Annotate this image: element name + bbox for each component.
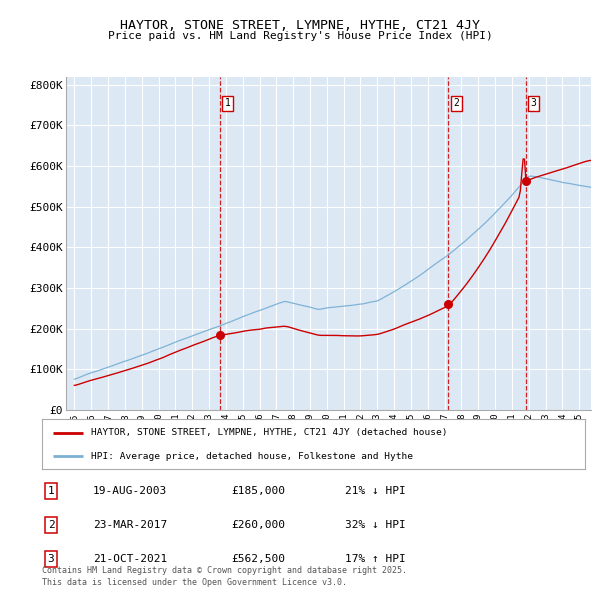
Text: £260,000: £260,000 — [231, 520, 285, 530]
Text: 3: 3 — [530, 98, 536, 108]
Text: 17% ↑ HPI: 17% ↑ HPI — [345, 555, 406, 564]
Text: 19-AUG-2003: 19-AUG-2003 — [93, 486, 167, 496]
Text: £185,000: £185,000 — [231, 486, 285, 496]
Text: Contains HM Land Registry data © Crown copyright and database right 2025.
This d: Contains HM Land Registry data © Crown c… — [42, 566, 407, 587]
Text: 2: 2 — [454, 98, 460, 108]
Text: HPI: Average price, detached house, Folkestone and Hythe: HPI: Average price, detached house, Folk… — [91, 451, 413, 461]
Text: HAYTOR, STONE STREET, LYMPNE, HYTHE, CT21 4JY (detached house): HAYTOR, STONE STREET, LYMPNE, HYTHE, CT2… — [91, 428, 448, 437]
Text: 32% ↓ HPI: 32% ↓ HPI — [345, 520, 406, 530]
Text: 21% ↓ HPI: 21% ↓ HPI — [345, 486, 406, 496]
Text: 23-MAR-2017: 23-MAR-2017 — [93, 520, 167, 530]
Text: 3: 3 — [47, 555, 55, 564]
Text: 2: 2 — [47, 520, 55, 530]
Text: 1: 1 — [224, 98, 230, 108]
Text: HAYTOR, STONE STREET, LYMPNE, HYTHE, CT21 4JY: HAYTOR, STONE STREET, LYMPNE, HYTHE, CT2… — [120, 19, 480, 32]
Text: £562,500: £562,500 — [231, 555, 285, 564]
Text: 21-OCT-2021: 21-OCT-2021 — [93, 555, 167, 564]
Text: Price paid vs. HM Land Registry's House Price Index (HPI): Price paid vs. HM Land Registry's House … — [107, 31, 493, 41]
Text: 1: 1 — [47, 486, 55, 496]
